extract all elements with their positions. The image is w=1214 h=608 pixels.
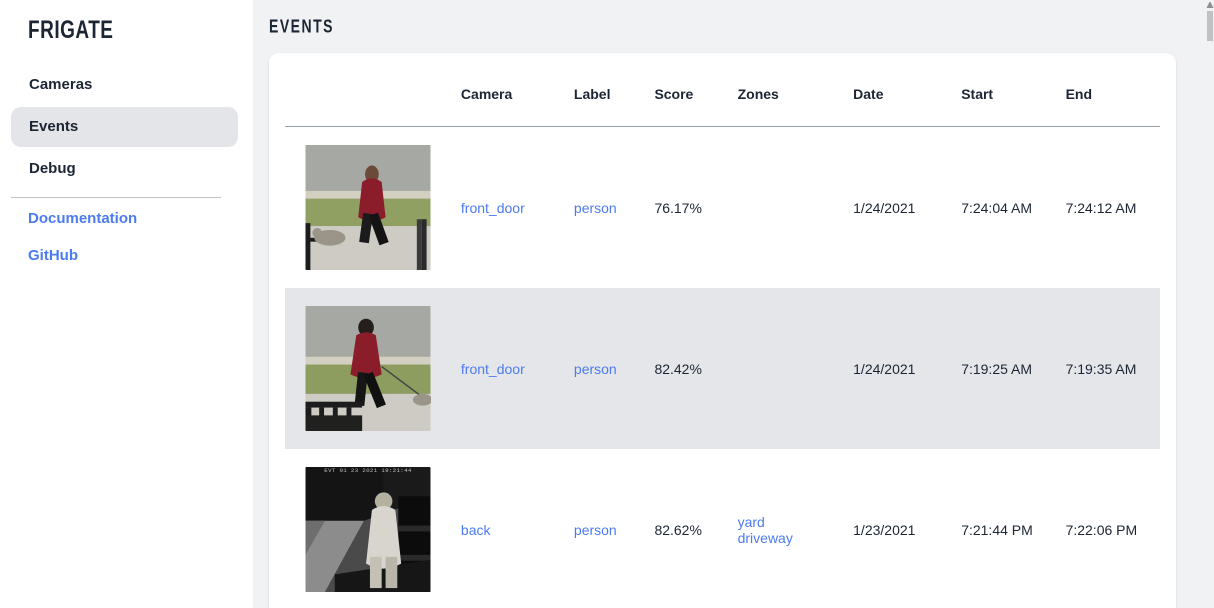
svg-text:EVT 01 23 2021 19:21:44: EVT 01 23 2021 19:21:44 <box>324 467 412 474</box>
